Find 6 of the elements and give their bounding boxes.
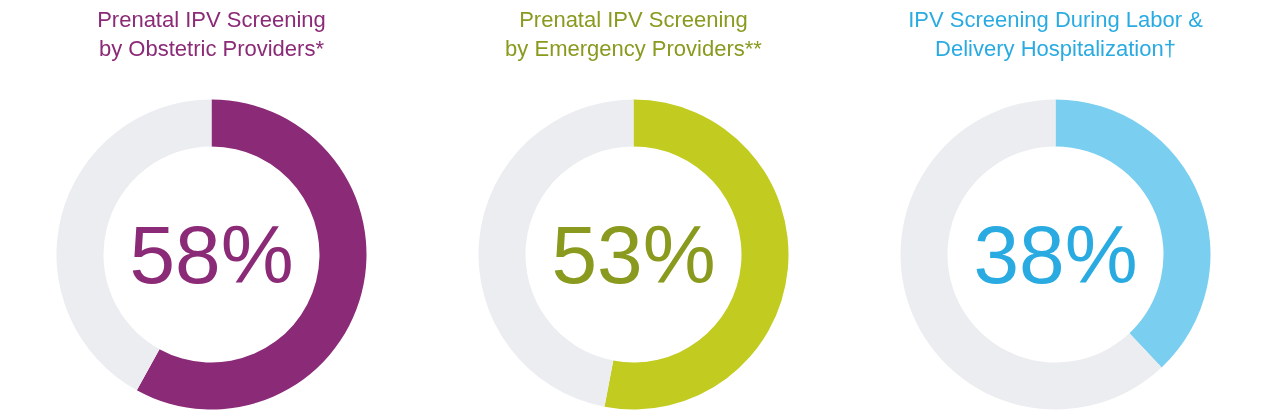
data-label: 53%	[551, 209, 716, 300]
chart-title: IPV Screening During Labor & Delivery Hospitalization†	[908, 7, 1204, 61]
data-label: 58%	[129, 209, 294, 300]
data-label: 38%	[973, 209, 1138, 300]
chart-title: Prenatal IPV Screening by Emergency Providers**	[505, 7, 763, 61]
chart-title: Prenatal IPV Screening by Obstetric Providers*	[97, 7, 326, 61]
